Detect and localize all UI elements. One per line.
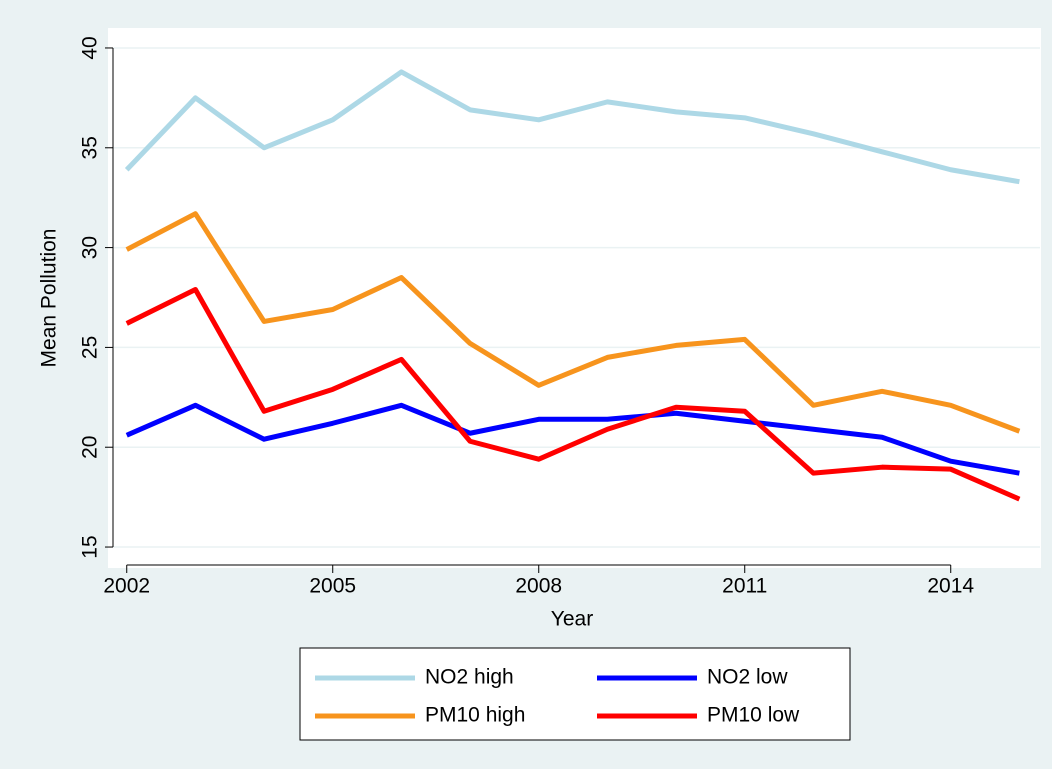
x-tick-label: 2011 [722, 575, 767, 598]
x-axis-title: Year [551, 608, 593, 631]
x-tick-label: 2014 [927, 575, 974, 598]
legend-label: NO2 low [707, 666, 788, 689]
x-tick-label: 2002 [103, 575, 150, 598]
y-axis-title: Mean Pollution [38, 229, 61, 368]
y-tick-label: 40 [79, 36, 102, 59]
y-tick-label: 25 [79, 336, 102, 359]
series-line [125, 211, 1021, 434]
legend-box [299, 647, 851, 741]
series-line [125, 287, 1021, 502]
x-tick-label: 2008 [515, 575, 562, 598]
y-tick-label: 35 [79, 136, 102, 159]
y-tick-label: 30 [79, 236, 102, 259]
legend-label: NO2 high [425, 666, 514, 689]
series-line [125, 402, 1020, 476]
legend-label: PM10 high [425, 704, 525, 727]
y-tick-label: 20 [79, 436, 102, 459]
x-tick-label: 2005 [309, 575, 356, 598]
legend-label: PM10 low [707, 704, 800, 727]
plot-area [108, 28, 1041, 568]
y-tick-label: 15 [79, 535, 102, 558]
series-line [124, 69, 1020, 185]
